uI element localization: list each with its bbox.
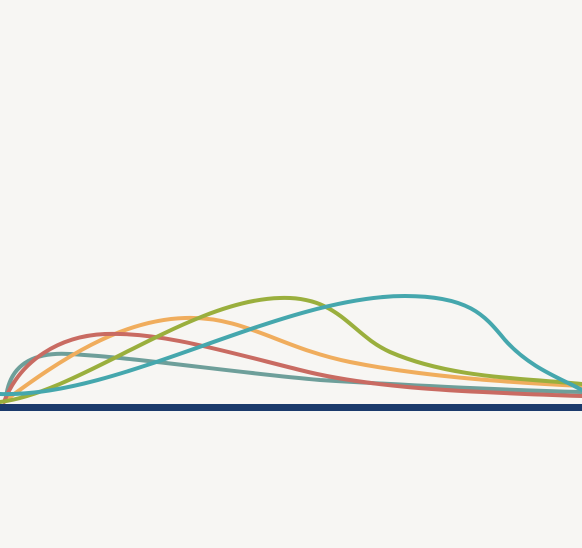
baseline-bar <box>0 404 582 411</box>
curve-slate <box>4 351 582 400</box>
curve-olive <box>0 295 582 404</box>
curve-teal <box>0 293 582 397</box>
curve-orange <box>4 315 582 402</box>
curve-red <box>2 331 582 404</box>
